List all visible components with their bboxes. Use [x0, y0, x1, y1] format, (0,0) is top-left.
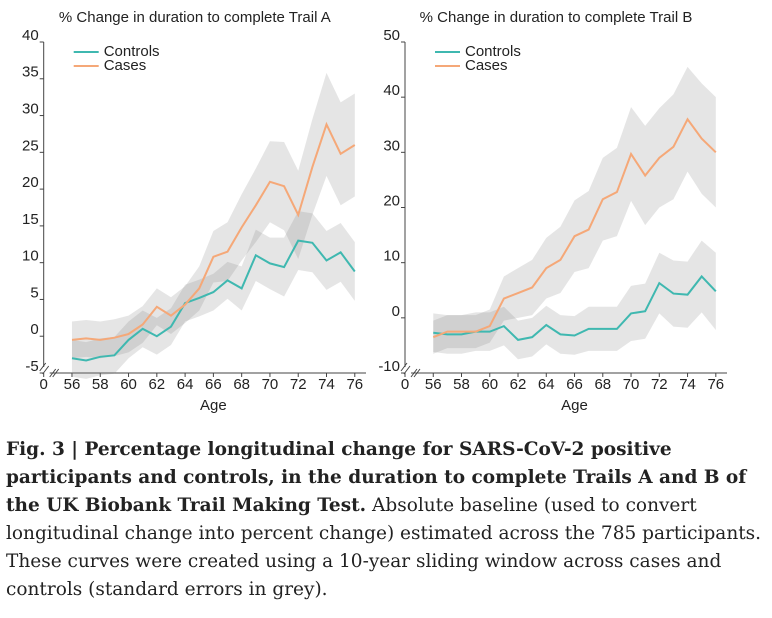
legend-label: Controls [465, 43, 521, 60]
y-tick-label: 0 [392, 303, 400, 320]
y-tick-label: 10 [383, 248, 400, 265]
x-tick-label: 74 [318, 376, 335, 393]
x-tick-label: 72 [651, 376, 668, 393]
chart-title: % Change in duration to complete Trail A [59, 9, 331, 26]
x-tick-label: 68 [594, 376, 611, 393]
x-axis-label: Age [561, 397, 588, 414]
y-tick-label: 15 [22, 211, 39, 228]
x-tick-label: 60 [120, 376, 137, 393]
x-tick-label: 62 [148, 376, 165, 393]
caption: Fig. 3 | Percentage longitudinal change … [6, 436, 766, 604]
x-tick-label: 58 [453, 376, 470, 393]
legend-label: Controls [104, 43, 160, 60]
x-tick-label: 70 [623, 376, 640, 393]
x-tick-label: 72 [290, 376, 307, 393]
y-tick-label: 10 [22, 248, 39, 265]
x-tick-label: 62 [510, 376, 527, 393]
x-tick-label: 74 [679, 376, 696, 393]
x-tick-label: 66 [566, 376, 583, 393]
x-tick-label: 0 [401, 376, 409, 393]
axis-break [400, 362, 421, 378]
x-tick-label: 58 [92, 376, 109, 393]
x-tick-label: 60 [481, 376, 498, 393]
error-band [71, 211, 355, 379]
chart-title: % Change in duration to complete Trail B [420, 9, 693, 26]
error-band [433, 66, 716, 354]
x-tick-label: 76 [346, 376, 363, 393]
y-tick-label: 30 [383, 137, 400, 154]
x-tick-label: 56 [64, 376, 81, 393]
legend-label: Cases [465, 57, 508, 74]
line [71, 121, 356, 341]
x-tick-label: 66 [205, 376, 222, 393]
x-tick-label: 64 [538, 376, 555, 393]
y-tick-label: 50 [383, 27, 400, 44]
y-tick-label: 25 [22, 137, 39, 154]
error-band [71, 72, 355, 359]
x-tick-label: 64 [177, 376, 194, 393]
x-tick-label: 68 [233, 376, 250, 393]
legend-label: Cases [104, 57, 147, 74]
error-band [433, 240, 716, 360]
caption-text: Absolute baseline (used to convert longi… [6, 495, 762, 600]
y-tick-label: 35 [22, 64, 39, 81]
line [71, 239, 356, 362]
line [433, 274, 717, 341]
y-tick-label: 20 [383, 192, 400, 209]
y-tick-label: 30 [22, 101, 39, 118]
line [432, 117, 717, 339]
caption-bold: Fig. 3 | Percentage longitudinal change … [6, 439, 747, 516]
x-tick-label: 56 [425, 376, 442, 393]
y-tick-label: 40 [22, 27, 39, 44]
x-tick-label: 76 [707, 376, 724, 393]
x-tick-label: 70 [262, 376, 279, 393]
axis-break [39, 362, 60, 378]
y-tick-label: 40 [383, 82, 400, 99]
x-tick-label: 0 [40, 376, 48, 393]
y-tick-label: 20 [22, 174, 39, 191]
y-tick-label: 5 [30, 284, 38, 301]
y-tick-label: -10 [378, 358, 400, 375]
y-tick-label: 0 [30, 321, 38, 338]
figure: % Change in duration to complete Trail A… [22, 9, 727, 414]
x-axis-label: Age [200, 397, 227, 414]
y-tick-label: -5 [25, 358, 38, 375]
